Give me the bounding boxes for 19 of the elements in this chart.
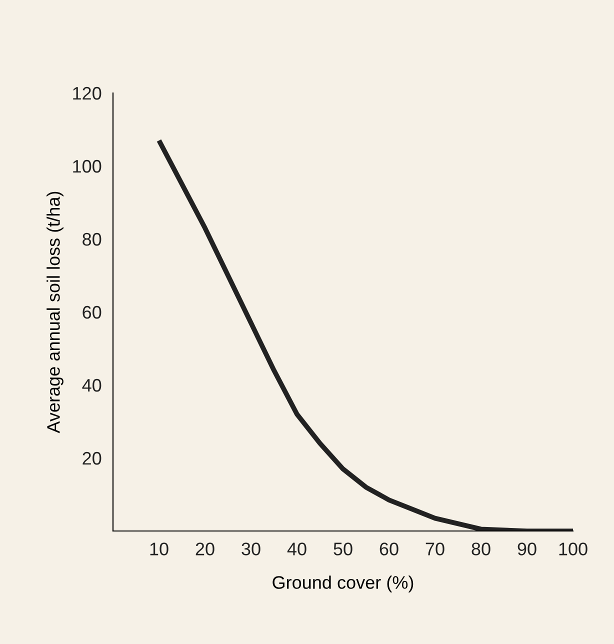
x-tick-label: 10	[150, 542, 168, 556]
x-axis-title: Ground cover (%)	[272, 576, 414, 592]
x-tick-label: 90	[518, 542, 536, 556]
y-tick-label: 120	[73, 86, 102, 100]
x-tick-label: 30	[242, 542, 260, 556]
y-axis-title: Average annual soil loss (t/ha)	[46, 192, 64, 434]
y-tick-label: 40	[82, 378, 102, 392]
x-tick-label: 20	[196, 542, 214, 556]
x-tick-label: 50	[334, 542, 352, 556]
line-series	[156, 138, 573, 531]
y-tick-label: 100	[73, 160, 102, 173]
y-tick-label: 80	[82, 232, 102, 246]
y-tick-label: 60	[82, 306, 102, 319]
x-tick-label: 40	[287, 542, 306, 556]
x-tick-label: 60	[380, 542, 398, 556]
x-tick-label: 80	[472, 542, 490, 556]
x-tick-label: 70	[426, 542, 444, 556]
x-tick-label: 100	[559, 542, 588, 556]
y-tick-label: 20	[82, 452, 102, 465]
